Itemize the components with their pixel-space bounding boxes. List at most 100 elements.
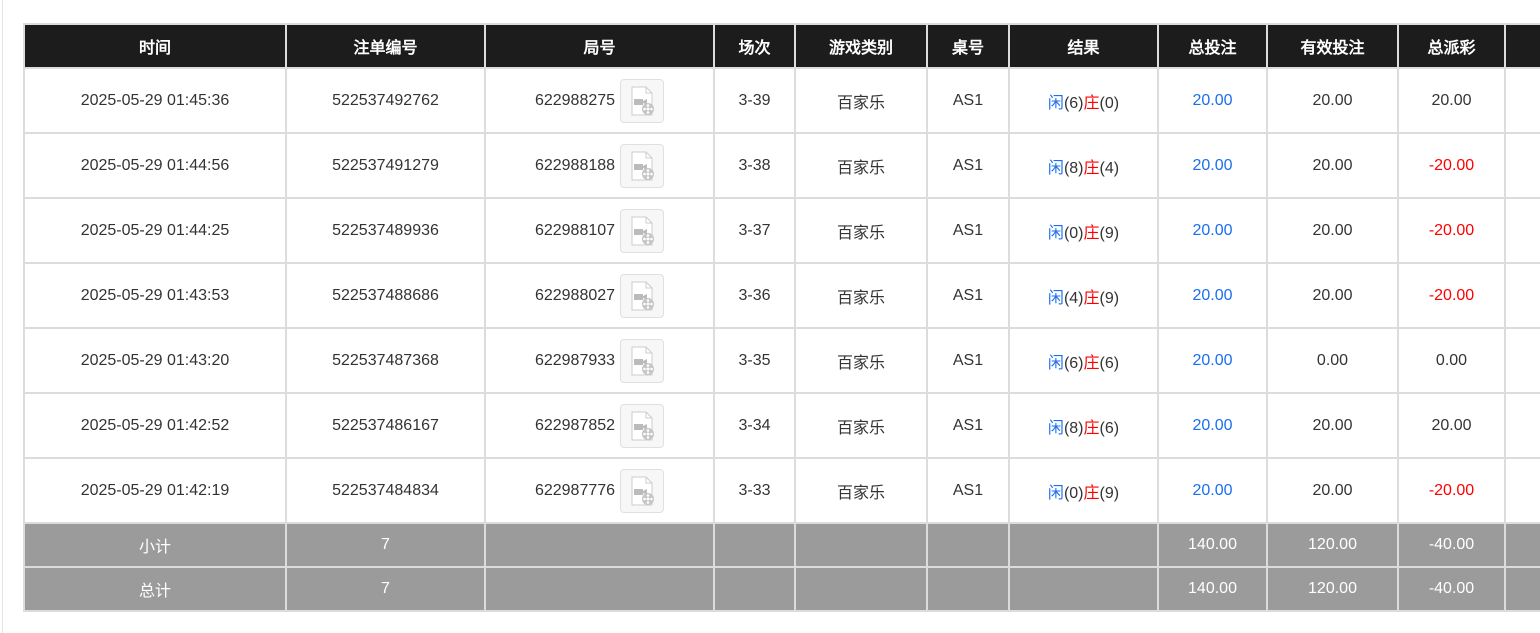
page-edge (2, 0, 3, 633)
banker-score: (9) (1099, 289, 1120, 307)
total-label: 总计 (23, 566, 287, 612)
round-wrap: 622988275 (535, 78, 665, 123)
banker-score: (6) (1099, 354, 1120, 372)
player-score: (0) (1063, 484, 1084, 502)
time-cell: 2025-05-29 01:45:36 (23, 67, 287, 134)
empty-cell (1008, 522, 1159, 568)
subtotal-valid-bet: 120.00 (1266, 522, 1399, 568)
player-label: 闲 (1047, 354, 1064, 372)
banker-label: 庄 (1083, 484, 1100, 502)
payout-cell: -20.00 (1397, 457, 1506, 524)
player-label: 闲 (1047, 94, 1064, 112)
game-type-cell: 百家乐 (794, 262, 928, 329)
bet-id-cell: 522537486167 (285, 392, 486, 459)
time-cell: 2025-05-29 01:44:25 (23, 197, 287, 264)
total-valid-bet: 120.00 (1266, 566, 1399, 612)
subtotal-total-bet: 140.00 (1157, 522, 1268, 568)
round-cell: 622988027 (484, 262, 715, 329)
total-bet-cell: 20.00 (1157, 67, 1268, 134)
player-score: (6) (1063, 94, 1084, 112)
extra-cell (1504, 67, 1540, 134)
bet-id-cell: 522537491279 (285, 132, 486, 199)
video-replay-icon[interactable] (620, 143, 665, 188)
time-cell: 2025-05-29 01:44:56 (23, 132, 287, 199)
banker-label: 庄 (1083, 94, 1100, 112)
total-count: 7 (285, 566, 486, 612)
banker-score: (9) (1099, 484, 1120, 502)
round-wrap: 622988107 (535, 208, 665, 253)
round-wrap: 622987852 (535, 403, 665, 448)
video-replay-icon[interactable] (620, 403, 665, 448)
banker-label: 庄 (1083, 354, 1100, 372)
game-no-cell: 3-39 (713, 67, 796, 134)
time-cell: 2025-05-29 01:43:53 (23, 262, 287, 329)
payout-cell: -20.00 (1397, 197, 1506, 264)
table-row: 2025-05-29 01:44:56 522537491279 622988188… (23, 132, 1540, 199)
empty-cell (794, 566, 928, 612)
video-replay-icon[interactable] (620, 273, 665, 318)
empty-cell (713, 566, 796, 612)
empty-cell (1504, 566, 1540, 612)
result-cell: 闲(8)庄(4) (1008, 132, 1159, 199)
time-cell: 2025-05-29 01:42:19 (23, 457, 287, 524)
round-cell: 622987933 (484, 327, 715, 394)
video-replay-icon[interactable] (620, 338, 665, 383)
valid-bet-cell: 0.00 (1266, 327, 1399, 394)
total-row: 总计 7 140.00 120.00 -40.00 (23, 566, 1540, 612)
header-round: 局号 (484, 23, 715, 69)
result-cell: 闲(8)庄(6) (1008, 392, 1159, 459)
video-replay-icon[interactable] (620, 468, 665, 513)
game-type-cell: 百家乐 (794, 132, 928, 199)
round-number: 622987933 (534, 351, 616, 369)
header-total-bet: 总投注 (1157, 23, 1268, 69)
player-label: 闲 (1047, 419, 1064, 437)
player-score: (8) (1063, 159, 1084, 177)
table-no-cell: AS1 (926, 197, 1010, 264)
bet-id-cell: 522537488686 (285, 262, 486, 329)
valid-bet-cell: 20.00 (1266, 132, 1399, 199)
banker-label: 庄 (1083, 159, 1100, 177)
empty-cell (713, 522, 796, 568)
valid-bet-cell: 20.00 (1266, 392, 1399, 459)
payout-cell: 20.00 (1397, 67, 1506, 134)
table-no-cell: AS1 (926, 262, 1010, 329)
game-no-cell: 3-33 (713, 457, 796, 524)
header-time: 时间 (23, 23, 287, 69)
round-cell: 622988188 (484, 132, 715, 199)
game-no-cell: 3-36 (713, 262, 796, 329)
game-type-cell: 百家乐 (794, 197, 928, 264)
extra-cell (1504, 327, 1540, 394)
header-game-no: 场次 (713, 23, 796, 69)
payout-cell: 0.00 (1397, 327, 1506, 394)
game-no-cell: 3-35 (713, 327, 796, 394)
empty-cell (1504, 522, 1540, 568)
banker-label: 庄 (1083, 289, 1100, 307)
header-table-no: 桌号 (926, 23, 1010, 69)
total-bet-cell: 20.00 (1157, 262, 1268, 329)
subtotal-count: 7 (285, 522, 486, 568)
header-bet-id: 注单编号 (285, 23, 486, 69)
player-label: 闲 (1047, 159, 1064, 177)
player-score: (4) (1063, 289, 1084, 307)
empty-cell (794, 522, 928, 568)
table-no-cell: AS1 (926, 327, 1010, 394)
bet-id-cell: 522537489936 (285, 197, 486, 264)
player-score: (6) (1063, 354, 1084, 372)
video-replay-icon[interactable] (620, 78, 665, 123)
total-payout: -40.00 (1397, 566, 1506, 612)
extra-cell (1504, 262, 1540, 329)
video-replay-icon[interactable] (620, 208, 665, 253)
extra-cell (1504, 197, 1540, 264)
round-cell: 622987852 (484, 392, 715, 459)
empty-cell (926, 522, 1010, 568)
extra-cell (1504, 132, 1540, 199)
bet-id-cell: 522537484834 (285, 457, 486, 524)
table-no-cell: AS1 (926, 392, 1010, 459)
valid-bet-cell: 20.00 (1266, 197, 1399, 264)
banker-score: (6) (1099, 419, 1120, 437)
valid-bet-cell: 20.00 (1266, 262, 1399, 329)
player-label: 闲 (1047, 224, 1064, 242)
header-valid-bet: 有效投注 (1266, 23, 1399, 69)
game-type-cell: 百家乐 (794, 67, 928, 134)
round-number: 622987776 (534, 481, 616, 499)
